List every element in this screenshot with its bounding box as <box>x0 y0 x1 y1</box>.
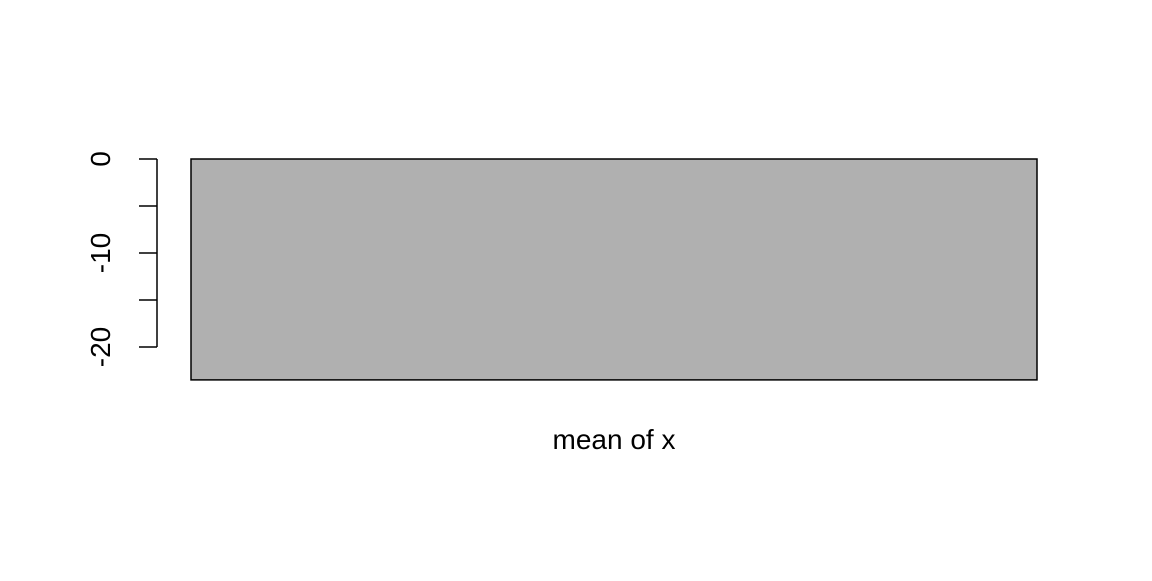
y-axis: 0 -10 -20 <box>85 151 158 367</box>
bar-0 <box>190 158 1038 381</box>
y-tick-label: -20 <box>85 327 116 367</box>
y-tick-label: 0 <box>85 151 116 167</box>
y-tick-label: -10 <box>85 233 116 273</box>
bars-layer <box>190 158 1038 381</box>
x-annotation-label: mean of x <box>553 424 676 455</box>
